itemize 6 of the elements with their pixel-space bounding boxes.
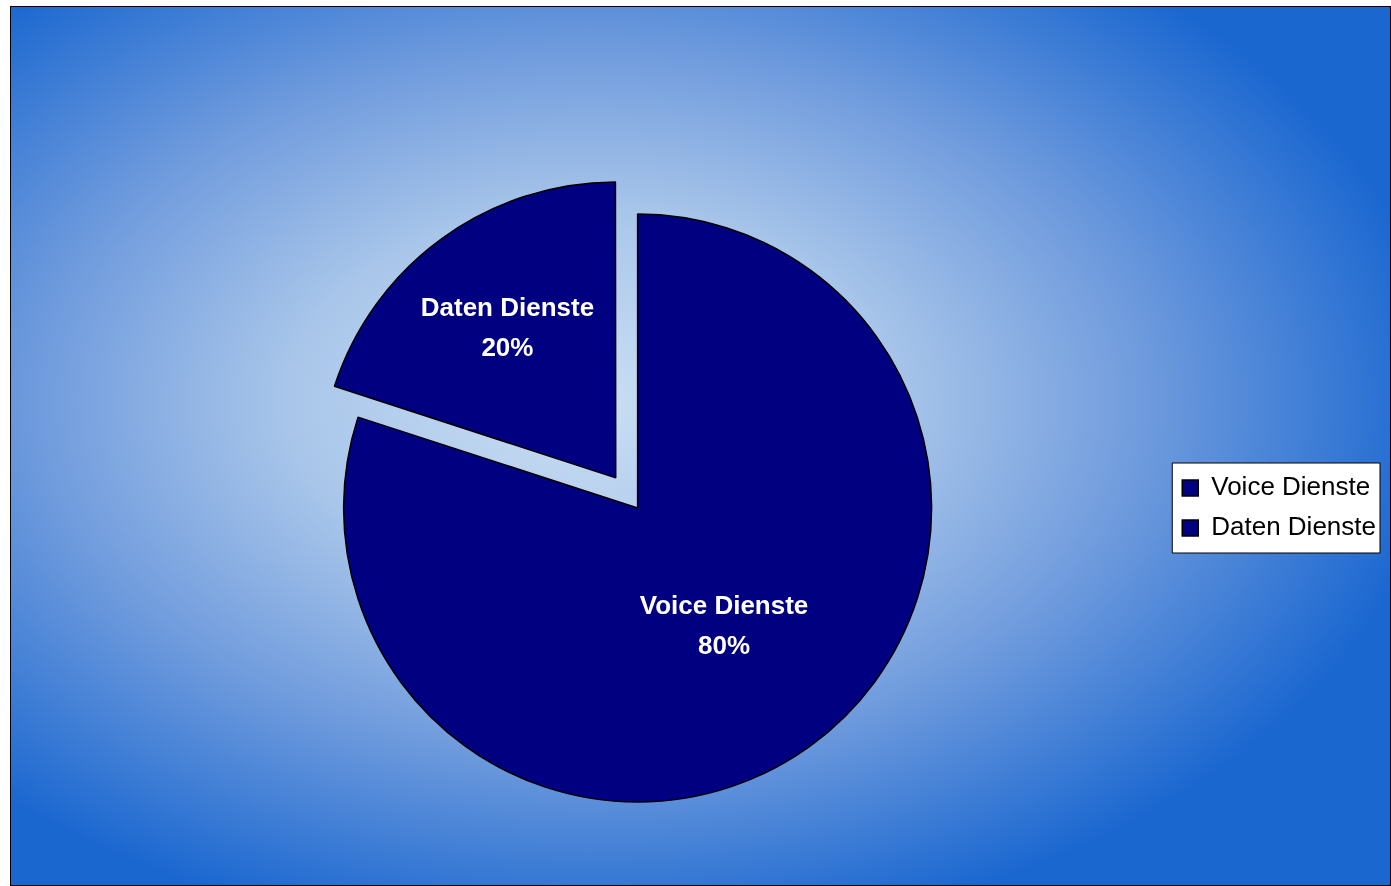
legend-label: Daten Dienste [1211, 511, 1377, 542]
legend-label: Voice Dienste [1211, 471, 1371, 502]
data-label: 20% [481, 331, 534, 362]
slice-label: Daten Dienste [420, 291, 595, 322]
data-label: 80% [698, 630, 751, 661]
slice-label: Voice Dienste [639, 590, 809, 621]
